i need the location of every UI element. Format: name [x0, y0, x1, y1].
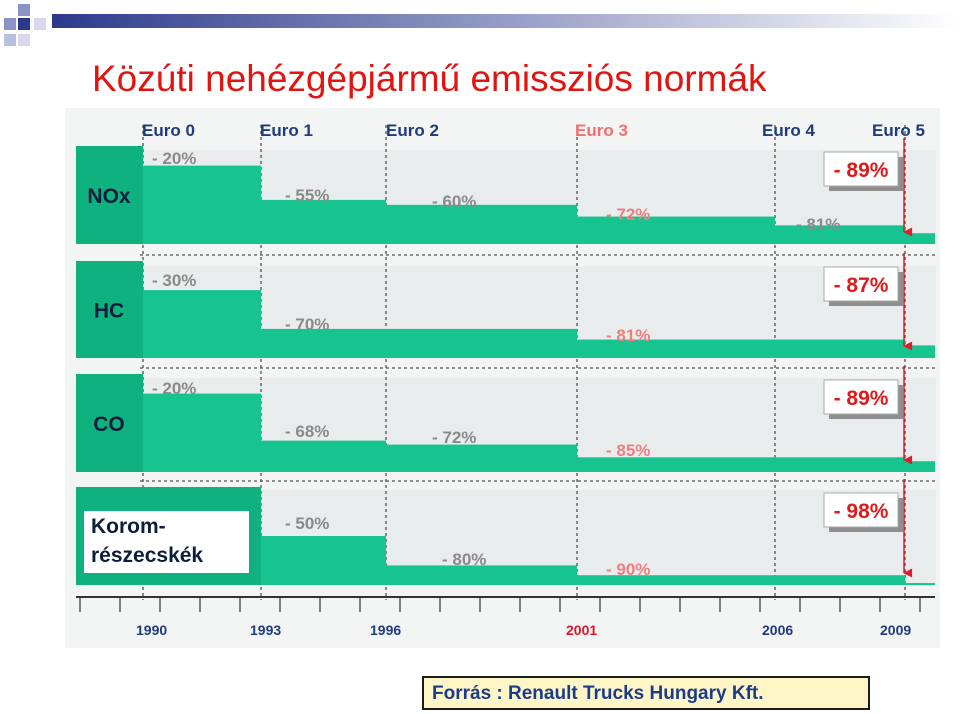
- euro-label: Euro 1: [260, 121, 313, 140]
- emission-bar-final: [905, 345, 935, 358]
- reduction-label: - 85%: [606, 441, 650, 460]
- badge-box: [823, 492, 899, 528]
- reduction-label: - 81%: [606, 326, 650, 345]
- final-reduction-badge: - 87%: [834, 274, 889, 297]
- emission-bar-final: [905, 233, 935, 244]
- emission-bar: [261, 199, 386, 244]
- deco-square: [34, 18, 46, 30]
- year-label: 2009: [880, 622, 911, 638]
- emission-bar: [386, 204, 577, 244]
- badge-box: [823, 266, 899, 302]
- emission-bar: [261, 328, 386, 358]
- reduction-label: - 72%: [432, 428, 476, 447]
- emission-bar: [261, 536, 386, 585]
- emission-bar: [143, 165, 261, 244]
- emission-bar: [143, 290, 261, 358]
- emission-bar-final: [905, 583, 935, 586]
- row-label: NOx: [87, 185, 131, 208]
- row-label-cell: [76, 261, 143, 358]
- deco-square: [18, 4, 30, 16]
- reduction-label: - 20%: [152, 149, 196, 168]
- deco-square: [4, 18, 16, 30]
- emission-bar: [577, 575, 775, 585]
- year-label: 1993: [250, 622, 281, 638]
- emission-bar: [261, 440, 386, 472]
- row-label-cell: [76, 146, 143, 244]
- emission-bar: [577, 457, 775, 472]
- reduction-label: - 90%: [606, 560, 650, 579]
- page-title: Közúti nehézgépjármű emissziós normák: [92, 58, 767, 99]
- badge-box: [823, 151, 899, 187]
- final-reduction-badge: - 98%: [834, 500, 889, 523]
- emission-bar: [577, 339, 775, 358]
- row-label: CO: [93, 413, 125, 436]
- emission-bar-final: [905, 461, 935, 472]
- deco-strip: [52, 14, 960, 28]
- emission-bar: [577, 216, 775, 244]
- source-note: Forrás : Renault Trucks Hungary Kft.: [422, 676, 870, 710]
- emission-bar: [386, 444, 577, 472]
- final-reduction-badge: - 89%: [834, 387, 889, 410]
- reduction-label: - 80%: [442, 550, 486, 569]
- reduction-label: - 81%: [796, 215, 840, 234]
- emission-bar: [775, 339, 905, 358]
- year-label: 1996: [370, 622, 401, 638]
- emission-bar: [775, 457, 905, 472]
- emission-bar: [386, 565, 577, 585]
- reduction-label: - 68%: [285, 422, 329, 441]
- year-label: 2006: [762, 622, 793, 638]
- deco-square: [18, 18, 30, 30]
- reduction-label: - 55%: [285, 186, 329, 205]
- deco-square: [4, 34, 16, 46]
- reduction-label: - 50%: [285, 514, 329, 533]
- year-label: 1990: [136, 622, 167, 638]
- row-label-box: [84, 511, 249, 573]
- euro-label: Euro 2: [386, 121, 439, 140]
- row-label: HC: [94, 300, 124, 323]
- deco-square: [18, 34, 30, 46]
- emission-bar: [775, 575, 905, 585]
- euro-label: Euro 5: [872, 121, 925, 140]
- row-label-line: Korom-: [91, 515, 166, 538]
- row-label-cell: [76, 374, 143, 472]
- reduction-label: - 20%: [152, 379, 196, 398]
- final-reduction-badge: - 89%: [834, 159, 889, 182]
- reduction-label: - 60%: [432, 192, 476, 211]
- row-label-line: részecskék: [91, 544, 203, 567]
- emission-bar: [775, 225, 905, 244]
- reduction-label: - 72%: [606, 205, 650, 224]
- emission-bar: [143, 393, 261, 472]
- reduction-label: - 30%: [152, 271, 196, 290]
- title-decoration: [4, 4, 960, 46]
- reduction-label: - 70%: [285, 315, 329, 334]
- year-label: 2001: [566, 622, 597, 638]
- euro-label: Euro 0: [142, 121, 195, 140]
- euro-label: Euro 3: [575, 121, 628, 140]
- emission-bar: [386, 328, 577, 358]
- badge-box: [823, 379, 899, 415]
- euro-label: Euro 4: [762, 121, 815, 140]
